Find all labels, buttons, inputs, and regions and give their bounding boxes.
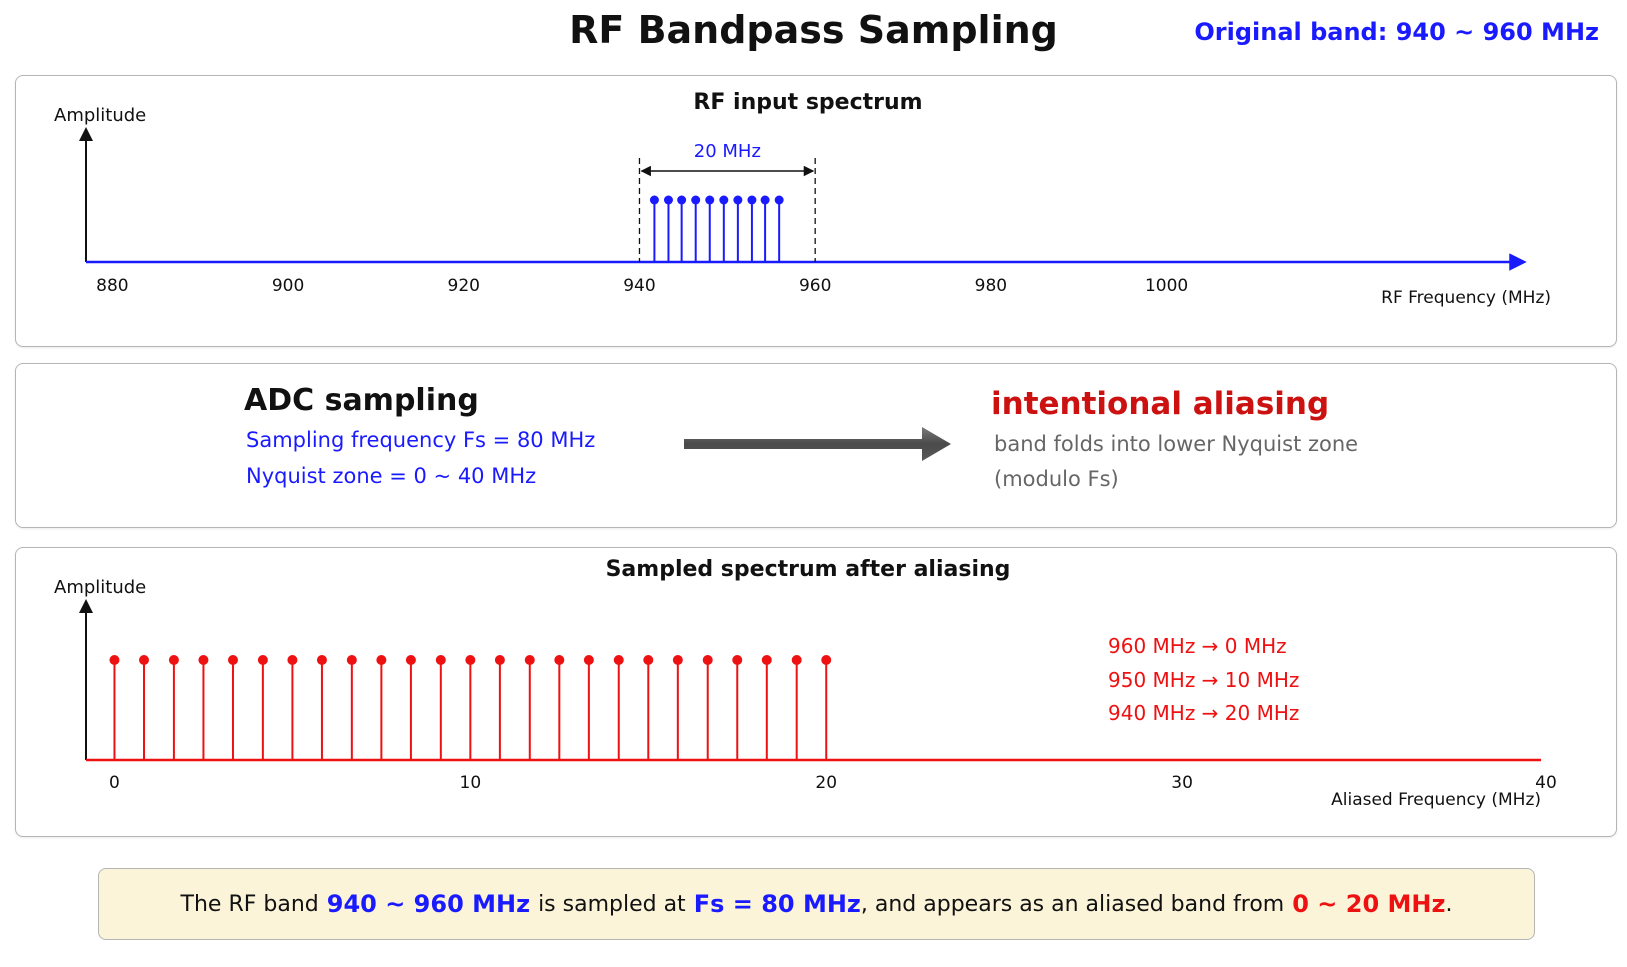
sampled-spectrum-panel: Sampled spectrum after aliasing Amplitud… xyxy=(15,547,1617,837)
aliased-stem-marker xyxy=(346,655,357,665)
summary-fs: Fs = 80 MHz xyxy=(693,890,861,918)
modulo-fs-text: (modulo Fs) xyxy=(994,467,1119,491)
rf-spectrum-chart: RF input spectrum Amplitude 880 900 920 940… xyxy=(54,90,1551,308)
rf-stem-marker xyxy=(677,195,687,205)
aliased-stem-marker xyxy=(583,655,594,665)
rf-x-tick-label: 1000 xyxy=(1145,276,1188,296)
aliased-stem-marker xyxy=(435,655,446,665)
band-folds-text: band folds into lower Nyquist zone xyxy=(994,432,1359,456)
sampled-y-axis-label: Amplitude xyxy=(54,577,146,598)
rf-x-tick-label: 920 xyxy=(448,276,480,296)
sampled-chart-title: Sampled spectrum after aliasing xyxy=(606,557,1011,582)
aliased-x-tick-label: 20 xyxy=(815,773,837,793)
adc-sampling-heading: ADC sampling xyxy=(244,383,479,418)
rf-x-tick-label: 980 xyxy=(975,276,1007,296)
rf-y-axis-label: Amplitude xyxy=(54,105,146,126)
mapping-950-text: 950 MHz → 10 MHz xyxy=(1108,668,1299,692)
aliased-x-tick-label: 0 xyxy=(109,773,120,793)
rf-stem-marker xyxy=(719,195,729,205)
aliased-stem-marker xyxy=(791,655,802,665)
summary-prefix: The RF band xyxy=(180,891,319,917)
rf-x-tick-label: 940 xyxy=(623,276,655,296)
aliased-stem-marker xyxy=(287,655,298,665)
summary-banner: The RF band 940 ~ 960 MHz is sampled at … xyxy=(98,868,1535,940)
aliased-x-tick-label: 10 xyxy=(460,773,482,793)
aliased-stem-marker xyxy=(643,655,654,665)
aliased-stem-marker xyxy=(316,655,327,665)
summary-rf-band: 940 ~ 960 MHz xyxy=(326,890,531,918)
sampling-frequency-text: Sampling frequency Fs = 80 MHz xyxy=(246,428,596,452)
aliased-stem-marker xyxy=(465,655,476,665)
mapping-960-text: 960 MHz → 0 MHz xyxy=(1108,634,1287,658)
rf-stem-marker xyxy=(663,195,673,205)
adc-sampling-panel: ADC sampling Sampling frequency Fs = 80 … xyxy=(15,363,1617,528)
aliased-x-tick-label: 40 xyxy=(1535,773,1557,793)
aliased-stem-marker xyxy=(613,655,624,665)
aliased-stem-marker xyxy=(732,655,743,665)
mapping-940-text: 940 MHz → 20 MHz xyxy=(1108,701,1299,725)
summary-middle: is sampled at xyxy=(538,891,686,917)
page-title: RF Bandpass Sampling xyxy=(569,8,1058,52)
summary-aliased-band: 0 ~ 20 MHz xyxy=(1292,890,1446,918)
aliased-stem-marker xyxy=(227,655,238,665)
aliased-stem-marker xyxy=(821,655,832,665)
rf-stem-marker xyxy=(760,195,770,205)
rf-x-tick-label: 880 xyxy=(96,276,128,296)
aliased-stem-marker xyxy=(494,655,505,665)
rf-stem-marker xyxy=(705,195,715,205)
aliased-stem-marker xyxy=(702,655,713,665)
rf-stem-marker xyxy=(691,195,701,205)
rf-input-panel: RF input spectrum Amplitude 880 900 920 940… xyxy=(15,75,1617,347)
rf-stem-marker xyxy=(747,195,757,205)
rf-x-tick-label: 900 xyxy=(272,276,304,296)
sampled-x-axis-label: Aliased Frequency (MHz) xyxy=(1331,790,1541,810)
aliased-spectrum-chart: Sampled spectrum after aliasing Amplitud… xyxy=(54,557,1557,810)
nyquist-zone-text: Nyquist zone = 0 ~ 40 MHz xyxy=(246,464,537,488)
aliased-stem-marker xyxy=(257,655,268,665)
rf-x-tick-label: 960 xyxy=(799,276,831,296)
rf-stem-marker xyxy=(733,195,743,205)
rf-stem-marker xyxy=(649,195,659,205)
aliased-stem-marker xyxy=(109,655,120,665)
original-band-label: Original band: 940 ~ 960 MHz xyxy=(1194,18,1599,46)
intentional-aliasing-heading: intentional aliasing xyxy=(991,386,1330,422)
aliased-x-tick-label: 30 xyxy=(1171,773,1193,793)
rf-stem-marker xyxy=(774,195,784,205)
aliased-stem-marker xyxy=(198,655,209,665)
aliased-stem-marker xyxy=(139,655,150,665)
aliased-stem-marker xyxy=(672,655,683,665)
bandwidth-label: 20 MHz xyxy=(694,141,761,162)
aliased-stem-marker xyxy=(524,655,535,665)
rf-x-axis-label: RF Frequency (MHz) xyxy=(1381,288,1551,308)
aliased-stem-marker xyxy=(168,655,179,665)
rf-chart-title: RF input spectrum xyxy=(693,90,922,115)
aliased-stem-marker xyxy=(554,655,565,665)
summary-suffix: , and appears as an aliased band from xyxy=(860,891,1285,917)
aliased-stem-marker xyxy=(405,655,416,665)
process-arrow-icon xyxy=(684,427,951,461)
summary-end: . xyxy=(1445,891,1453,917)
aliased-stem-marker xyxy=(376,655,387,665)
aliased-stem-marker xyxy=(761,655,772,665)
